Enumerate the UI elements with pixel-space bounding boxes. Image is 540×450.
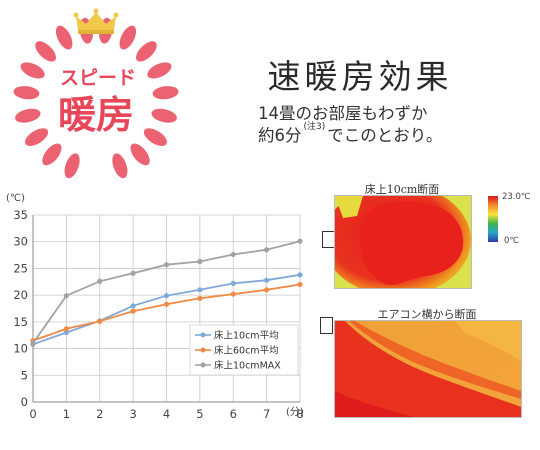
legend-label: 床上60cm平均 bbox=[214, 345, 279, 357]
chart-grid bbox=[32, 214, 301, 403]
subtitle-line-2: 約6分 (注3) でこのとおり。 bbox=[258, 122, 508, 146]
subtitle-line-1: 14畳のお部屋もわずか bbox=[258, 104, 428, 123]
heatmap-top-title: 床上10cm断面 bbox=[364, 183, 440, 196]
legend-label: 床上10cm平均 bbox=[214, 330, 279, 342]
x-tick-label: 3 bbox=[129, 407, 136, 421]
data-point bbox=[63, 329, 69, 336]
data-point bbox=[230, 251, 236, 258]
data-point bbox=[63, 293, 69, 299]
data-point bbox=[264, 277, 270, 283]
data-point bbox=[264, 287, 270, 293]
y-axis-label: (℃) bbox=[6, 193, 25, 204]
x-tick-label: 4 bbox=[163, 407, 170, 421]
data-point bbox=[163, 262, 170, 268]
data-point bbox=[297, 238, 303, 244]
y-tick-label: 25 bbox=[13, 261, 28, 275]
page-title: 速暖房効果 bbox=[267, 57, 453, 96]
badge-main-text: 暖房 bbox=[58, 92, 134, 137]
data-point bbox=[130, 270, 136, 276]
heatmap-bottom-title: エアコン横から断面 bbox=[377, 308, 477, 321]
badge-top-text: スピード bbox=[60, 67, 136, 89]
y-tick-label: 20 bbox=[13, 288, 28, 302]
subtitle-suffix: でこのとおり。 bbox=[327, 126, 443, 145]
subtitle-time: 約6分 bbox=[258, 126, 302, 145]
temperature-line-chart: 0 5 10 15 20 25 30 35 0 1 2 3 4 5 6 7 8 (℃) (分) 床上10cm平… bbox=[6, 193, 304, 421]
legend-swatch-dot bbox=[200, 362, 206, 368]
colorbar-max-label: 23.0℃ bbox=[502, 192, 531, 202]
data-point bbox=[130, 308, 136, 314]
x-tick-label: 5 bbox=[196, 407, 203, 421]
data-point bbox=[97, 318, 103, 324]
data-point bbox=[30, 340, 36, 346]
data-point bbox=[130, 303, 136, 309]
data-point bbox=[264, 247, 270, 253]
heatmap-bottom-marker bbox=[320, 317, 333, 334]
heatmap-floor-10cm bbox=[334, 195, 472, 289]
data-point bbox=[163, 301, 170, 307]
y-axis-ticks: 0 5 10 15 20 25 30 35 bbox=[13, 208, 28, 409]
data-point bbox=[63, 326, 69, 332]
legend-swatch-dot bbox=[200, 332, 206, 338]
data-point bbox=[97, 278, 103, 284]
data-point bbox=[230, 280, 236, 286]
speed-heating-badge: スピード 暖房 bbox=[13, 8, 179, 179]
colorbar bbox=[488, 196, 498, 242]
data-point bbox=[197, 258, 203, 265]
x-tick-label: 7 bbox=[263, 407, 270, 421]
data-point bbox=[297, 272, 303, 278]
data-point bbox=[197, 295, 203, 301]
y-tick-label: 5 bbox=[21, 368, 28, 382]
x-axis-ticks: 0 1 2 3 4 5 6 7 8 bbox=[29, 407, 303, 421]
x-tick-label: 6 bbox=[230, 407, 237, 421]
y-tick-label: 15 bbox=[13, 315, 28, 329]
y-tick-label: 0 bbox=[21, 395, 28, 409]
y-tick-label: 35 bbox=[13, 208, 28, 222]
colorbar-min-label: 0℃ bbox=[504, 236, 519, 246]
data-point bbox=[197, 287, 203, 293]
crown-icon bbox=[73, 8, 119, 34]
x-tick-label: 1 bbox=[63, 407, 70, 421]
x-tick-label: 8 bbox=[296, 407, 303, 421]
y-tick-label: 10 bbox=[13, 342, 28, 356]
x-tick-label: 0 bbox=[29, 407, 36, 421]
chart-series bbox=[30, 238, 303, 347]
data-point bbox=[163, 293, 170, 299]
note-mark: (注3) bbox=[303, 121, 326, 132]
x-axis-label: (分) bbox=[286, 406, 304, 418]
legend-swatch-dot bbox=[200, 347, 206, 353]
data-point bbox=[297, 281, 303, 288]
legend-label: 床上10cmMAX bbox=[214, 360, 281, 372]
data-point bbox=[230, 291, 236, 297]
heatmap-side-section bbox=[334, 320, 522, 418]
y-tick-label: 30 bbox=[13, 235, 28, 249]
x-tick-label: 2 bbox=[96, 407, 103, 421]
